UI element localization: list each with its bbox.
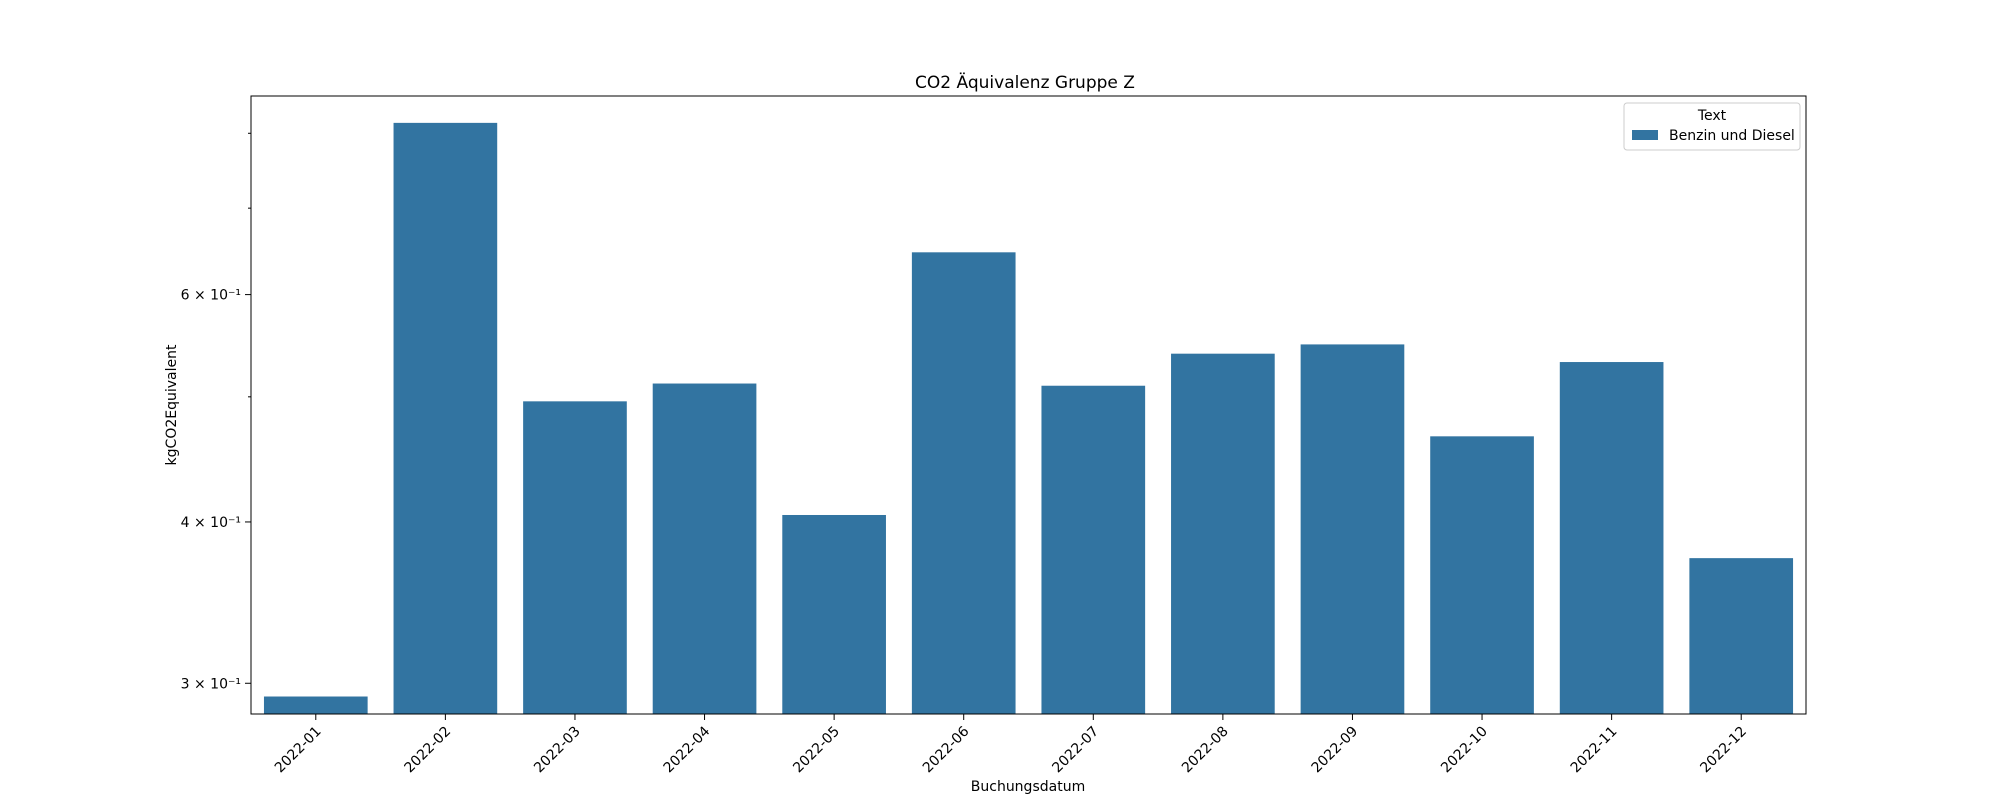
- legend-box: [1623, 102, 1801, 151]
- bar-2022-10: [1430, 436, 1534, 714]
- bar-2022-11: [1559, 362, 1664, 714]
- bar-2022-05: [782, 514, 886, 714]
- bar-2022-06: [911, 252, 1016, 714]
- x-tick-label: 2022-05: [790, 724, 843, 777]
- y-tick-label: 3 × 10⁻¹: [181, 676, 241, 692]
- x-tick-label: 2022-04: [661, 723, 714, 776]
- bar-2022-01: [263, 696, 368, 714]
- x-tick-label: 2022-03: [531, 724, 584, 777]
- bar-2022-04: [652, 383, 757, 714]
- chart-title: CO2 Äquivalenz Gruppe Z: [915, 72, 1135, 93]
- x-tick-label: 2022-01: [272, 724, 325, 777]
- x-tick-label: 2022-07: [1049, 724, 1102, 777]
- bar-2022-12: [1689, 558, 1794, 714]
- x-tick-label: 2022-06: [920, 723, 973, 776]
- x-tick-label: 2022-12: [1697, 724, 1750, 777]
- y-tick-label: 6 × 10⁻¹: [181, 288, 241, 304]
- bar-2022-07: [1041, 385, 1146, 714]
- x-axis-ticks: 2022-01 2022-02 2022-03 2022-04 2022-05 2022-…: [272, 714, 1750, 776]
- y-axis-label: kgCO2Equivalent: [164, 344, 180, 465]
- x-tick-label: 2022-09: [1309, 724, 1362, 777]
- legend-swatch-benzin-und-diesel: [1632, 130, 1658, 140]
- bars-group: [263, 122, 1794, 715]
- bar-2022-08: [1171, 353, 1275, 714]
- bar-2022-03: [523, 401, 627, 714]
- legend-title: Text: [1697, 108, 1727, 124]
- y-axis-ticks: 3 × 10⁻¹ 4 × 10⁻¹ 6 × 10⁻¹: [181, 132, 251, 692]
- y-tick-label: 4 × 10⁻¹: [181, 515, 241, 531]
- legend-entry-benzin-und-diesel: Benzin und Diesel: [1669, 128, 1795, 144]
- x-tick-label: 2022-11: [1568, 724, 1621, 777]
- legend: Text Benzin und Diesel: [1623, 102, 1801, 151]
- x-tick-label: 2022-08: [1179, 724, 1232, 777]
- bar-2022-02: [393, 122, 498, 715]
- x-axis-label: Buchungsdatum: [971, 779, 1085, 795]
- plot-frame: [250, 95, 1807, 715]
- x-tick-label: 2022-02: [402, 724, 455, 777]
- x-tick-label: 2022-10: [1438, 724, 1491, 777]
- bar-2022-09: [1300, 344, 1405, 714]
